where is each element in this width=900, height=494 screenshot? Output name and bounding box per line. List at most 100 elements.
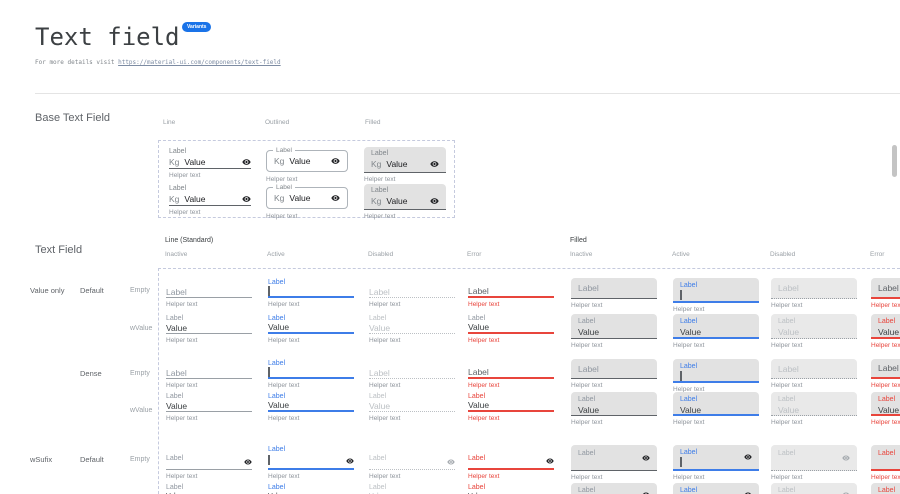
field-input[interactable]: Label <box>771 359 857 379</box>
field-input[interactable]: Label <box>468 367 554 379</box>
field-input[interactable]: Label <box>468 286 554 298</box>
base-outlined-textfield[interactable]: Label Kg Value Helper text <box>266 183 348 221</box>
filled-textfield-active[interactable]: Label Helper text <box>673 445 759 482</box>
filled-textfield-disabled[interactable]: Label Helper text <box>771 445 857 482</box>
field-input[interactable]: Label <box>369 454 455 470</box>
line-textfield-error[interactable]: Label Helper text <box>468 445 554 481</box>
field-input[interactable]: Label <box>673 359 759 383</box>
field-input[interactable]: Label <box>369 287 455 298</box>
field-input[interactable]: Label <box>468 454 554 470</box>
line-textfield-error[interactable]: Label Helper text <box>468 359 554 390</box>
field-input[interactable]: Value <box>166 323 252 334</box>
filled-textfield-error[interactable]: Label Helper text <box>871 359 900 390</box>
visibility-eye-icon[interactable] <box>842 454 850 462</box>
base-line-textfield[interactable]: Label Kg Value Helper text <box>169 147 251 180</box>
field-input[interactable]: Kg Value <box>274 193 340 203</box>
field-input[interactable]: Label <box>166 368 252 379</box>
field-input[interactable]: Label <box>673 445 759 471</box>
visibility-eye-icon[interactable] <box>346 457 354 465</box>
field-input[interactable]: Label <box>369 368 455 379</box>
filled-textfield-inactive[interactable]: Label Helper text <box>571 359 657 390</box>
field-input[interactable]: Label <box>871 278 900 299</box>
line-textfield-inactive[interactable]: Label Helper text <box>166 359 252 390</box>
visibility-eye-icon[interactable] <box>744 453 752 461</box>
field-input[interactable] <box>268 286 354 298</box>
field-input[interactable]: Value <box>268 400 354 412</box>
visibility-eye-icon[interactable] <box>244 458 252 466</box>
field-input[interactable]: Kg Value <box>169 156 251 169</box>
field-input[interactable]: Kg Value <box>274 156 340 166</box>
field-input[interactable]: Label <box>673 278 759 303</box>
visibility-eye-icon[interactable] <box>744 491 752 494</box>
line-textfield-disabled[interactable]: Label Helper text <box>369 445 455 481</box>
line-textfield-active[interactable]: Label Helper text <box>268 278 354 309</box>
field-input[interactable]: Label Kg Value <box>364 184 446 210</box>
field-input[interactable]: Value <box>369 401 455 412</box>
docs-link[interactable]: https://material-ui.com/components/text-… <box>118 59 281 66</box>
field-input[interactable]: Value <box>369 323 455 334</box>
visibility-eye-icon[interactable] <box>447 458 455 466</box>
line-textfield-error[interactable]: Label Helper text <box>468 278 554 309</box>
field-input[interactable]: Label <box>571 278 657 299</box>
field-input[interactable]: Value <box>166 401 252 412</box>
visibility-eye-icon[interactable] <box>331 194 340 203</box>
filled-textfield-error[interactable]: Label Helper text <box>871 445 900 482</box>
visibility-eye-icon[interactable] <box>242 195 251 204</box>
field-input[interactable]: Label Kg Value <box>266 146 348 172</box>
base-filled-textfield[interactable]: Label Kg Value Helper text <box>364 184 446 221</box>
field-input[interactable]: Kg Value <box>371 195 439 207</box>
filled-textfield-active[interactable]: Label Helper text <box>673 278 759 314</box>
line-textfield-disabled[interactable]: Label Helper text <box>369 359 455 390</box>
filled-textfield-error[interactable]: Label Helper text <box>871 278 900 310</box>
field-input[interactable]: Label <box>771 278 857 299</box>
line-textfield-inactive[interactable]: Label Helper text <box>166 445 252 481</box>
visibility-eye-icon[interactable] <box>331 157 340 166</box>
visibility-eye-icon[interactable] <box>242 158 251 167</box>
base-filled-textfield[interactable]: Label Kg Value Helper text <box>364 147 446 184</box>
field-input[interactable]: Value <box>468 322 554 334</box>
filled-textfield-disabled[interactable]: Label Helper text <box>771 359 857 390</box>
scrollbar-thumb[interactable] <box>892 145 897 177</box>
field-input[interactable]: Label Kg Value <box>266 183 348 209</box>
visibility-eye-icon[interactable] <box>546 457 554 465</box>
line-textfield-disabled[interactable]: Label Helper text <box>369 278 455 309</box>
field-input[interactable]: Label <box>166 454 252 470</box>
field-input[interactable]: Value <box>268 322 354 334</box>
visibility-eye-icon[interactable] <box>642 454 650 462</box>
field-input[interactable]: Label Kg Value <box>364 147 446 173</box>
line-textfield-active[interactable]: Label Helper text <box>268 445 354 481</box>
filled-textfield-inactive[interactable]: Label Helper text <box>571 278 657 310</box>
